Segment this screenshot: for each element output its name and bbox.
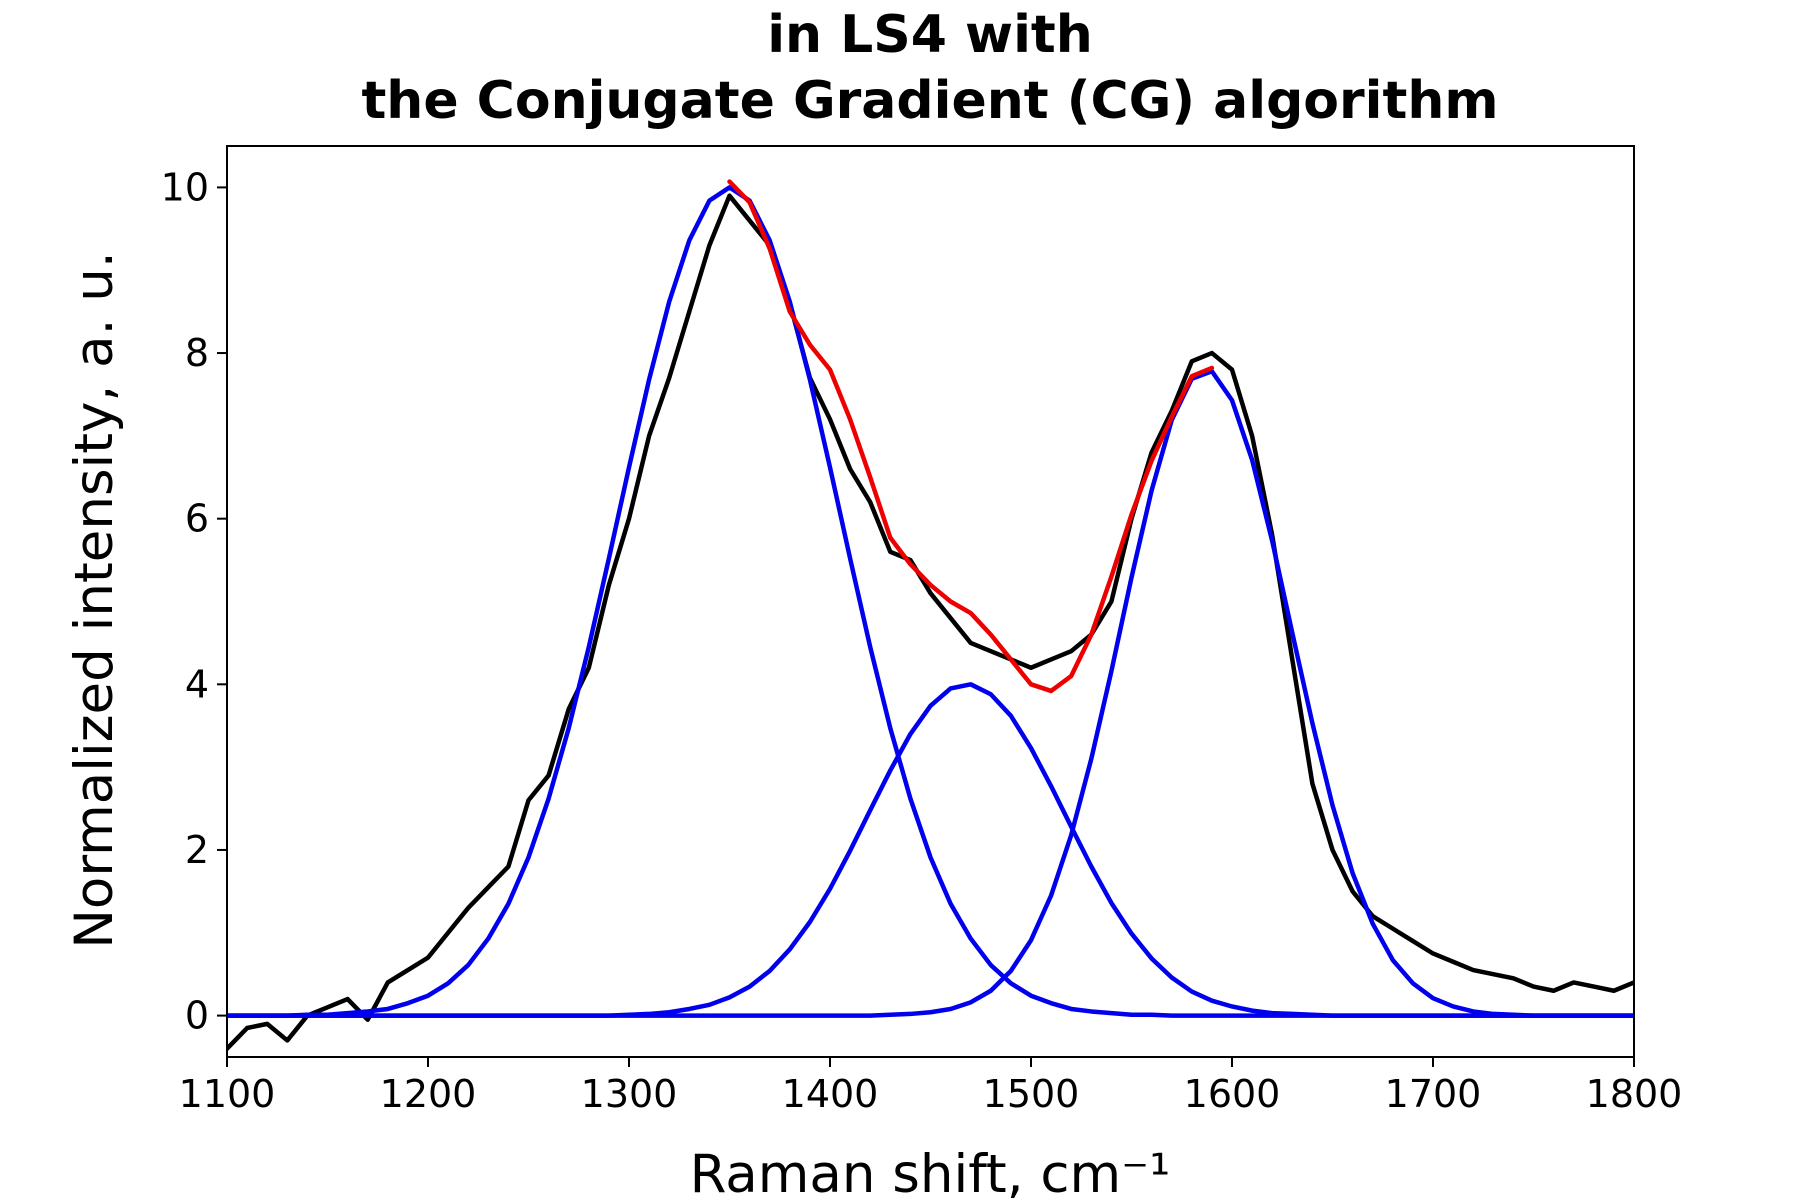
chart-title: in LS4 with <box>767 5 1093 65</box>
y-tick-label: 0 <box>185 994 209 1038</box>
x-tick-label: 1200 <box>380 1072 477 1116</box>
series-line <box>227 682 1634 1018</box>
chart-title: the Conjugate Gradient (CG) algorithm <box>361 71 1498 131</box>
series-line <box>227 193 1634 1051</box>
series-line <box>227 185 1634 1018</box>
series-line <box>227 369 1634 1018</box>
y-tick-label: 8 <box>185 331 209 375</box>
y-tick-label: 10 <box>161 165 209 209</box>
y-axis-label: Normalized intensity, a. u. <box>64 251 125 949</box>
x-tick-label: 1100 <box>179 1072 276 1116</box>
series-line <box>727 179 1215 694</box>
x-tick-label: 1700 <box>1385 1072 1482 1116</box>
y-tick-label: 6 <box>185 497 209 541</box>
plot-frame <box>226 145 1635 1058</box>
x-tick-label: 1800 <box>1586 1072 1683 1116</box>
x-tick-label: 1400 <box>782 1072 879 1116</box>
y-tick-label: 2 <box>185 828 209 872</box>
y-tick-label: 4 <box>185 662 209 706</box>
x-tick-label: 1600 <box>1184 1072 1281 1116</box>
x-axis-label: Raman shift, cm⁻¹ <box>690 1144 1171 1200</box>
x-tick-label: 1300 <box>581 1072 678 1116</box>
x-tick-label: 1500 <box>983 1072 1080 1116</box>
